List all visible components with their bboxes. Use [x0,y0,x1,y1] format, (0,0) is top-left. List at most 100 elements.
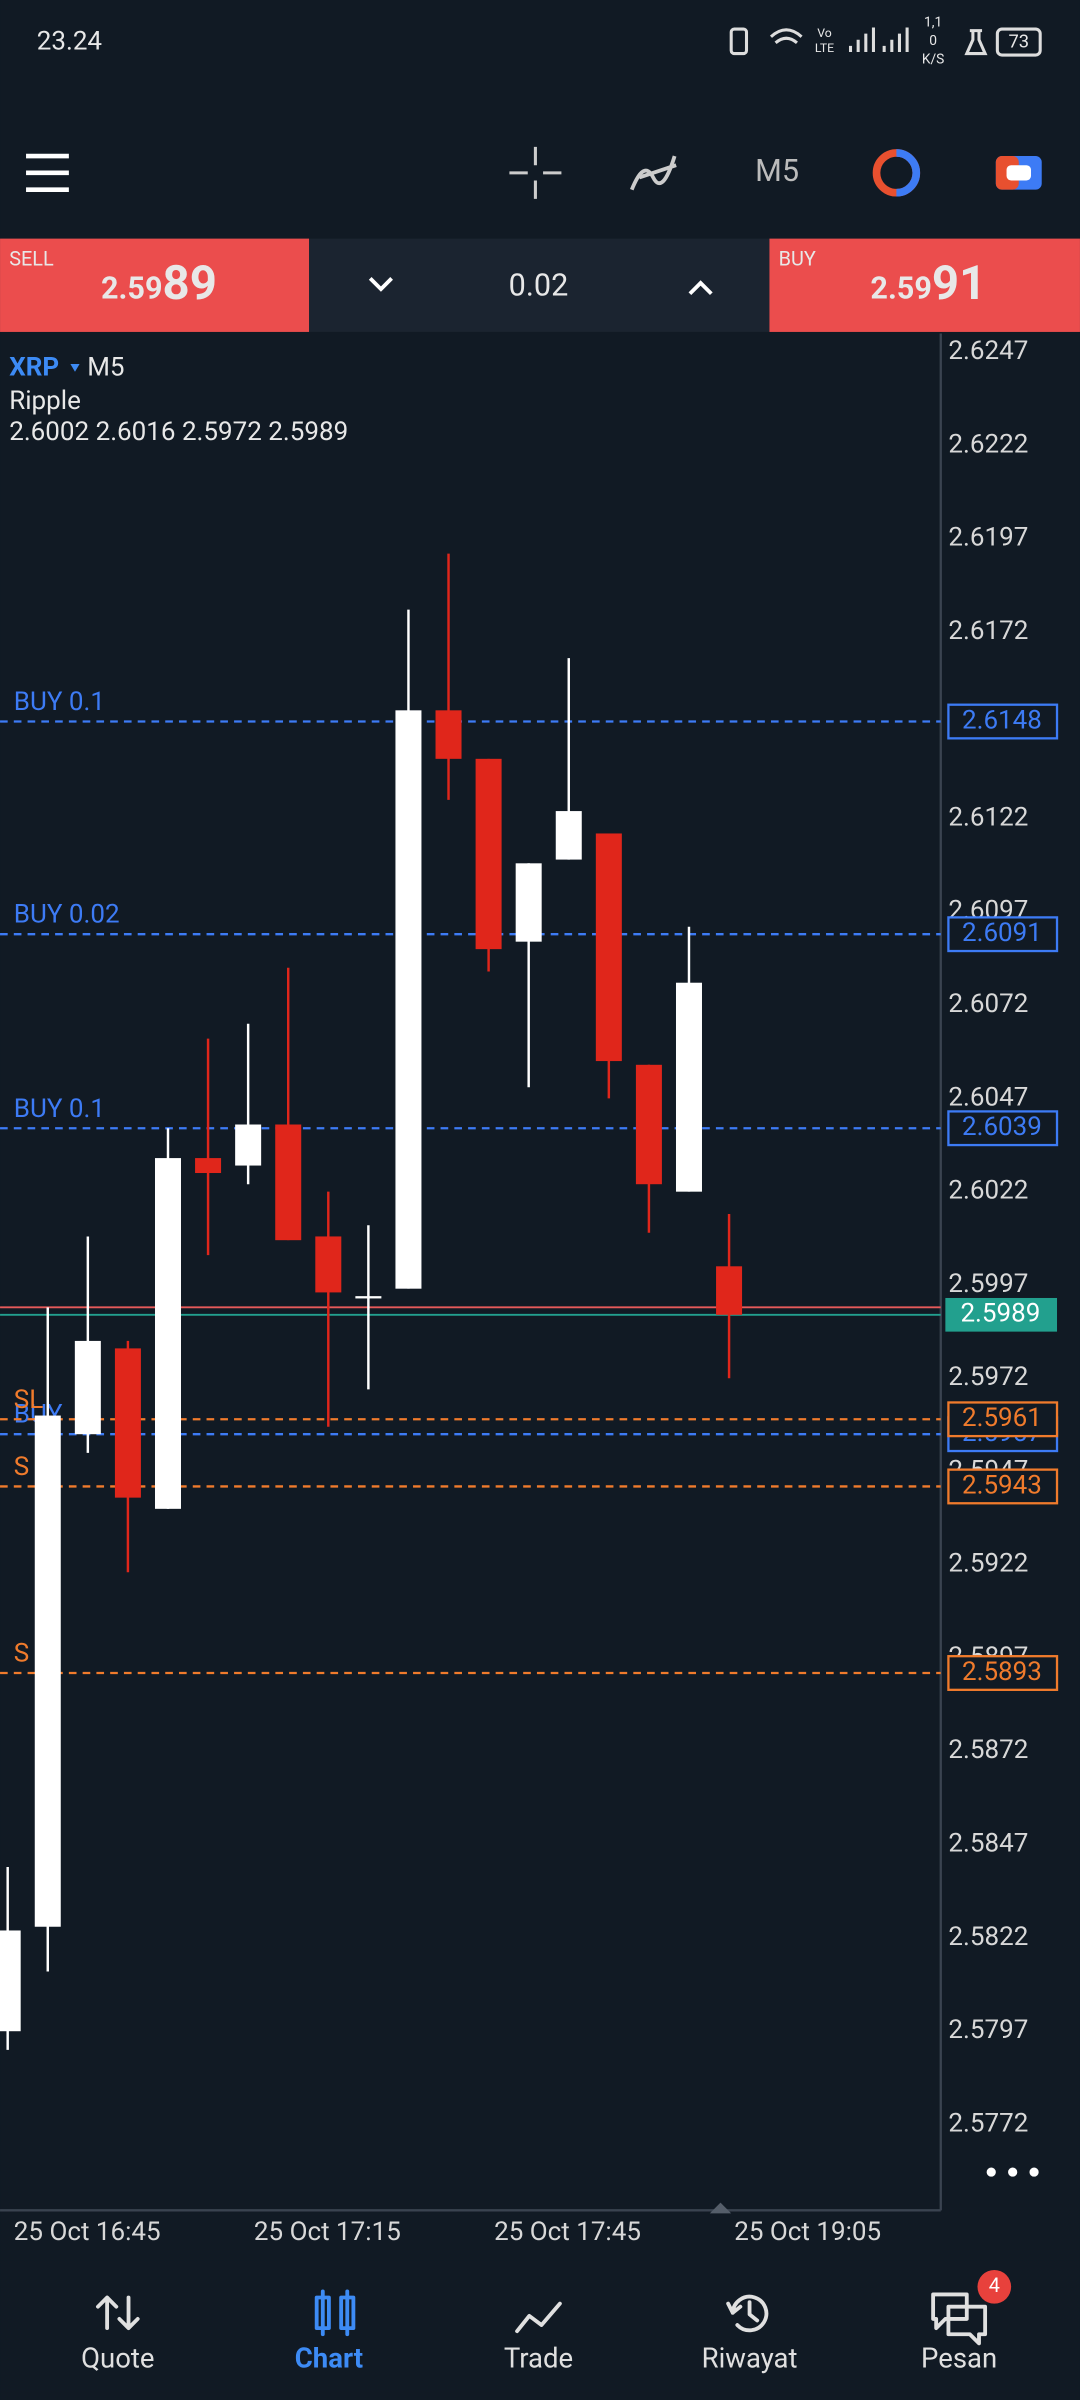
sell-price-small: 2.59 [101,272,163,307]
badge-count: 4 [989,2274,1000,2297]
level-label: BUY 0.1 [14,687,105,717]
battery-icon [995,27,1042,57]
candle-body [635,1064,662,1185]
nav-label: Pesan [921,2341,997,2374]
level-price: 2.6148 [962,705,1042,735]
lab-icon [964,29,988,56]
bid-price-box [945,1297,1058,1332]
nav-label: Chart [295,2341,363,2374]
badge [977,2269,1012,2304]
vibrate-icon [729,27,749,56]
level-price: 2.5893 [962,1657,1042,1687]
level-price-box [947,1655,1059,1691]
nav-icon [931,2292,988,2346]
y-tick-label: 2.5997 [948,1269,1028,1299]
nav-icon [726,2294,769,2333]
nav-item[interactable]: Pesan [921,2292,997,2374]
x-tick-label: 25 Oct 19:05 [734,2217,881,2247]
y-tick-label: 2.5922 [948,1549,1028,1579]
y-tick-label: 2.6047 [948,1082,1028,1112]
speed-value: 0 [929,33,937,49]
nav-item[interactable]: Chart [295,2289,363,2374]
x-tick-label: 25 Oct 17:45 [494,2217,641,2247]
candle-body [0,1930,21,2032]
symbol[interactable]: XRP [9,353,59,383]
candle-body [154,1158,181,1509]
y-tick-label: 2.6197 [948,523,1028,553]
candle-body [555,811,582,860]
candle-body [355,1296,382,1299]
y-tick-label: 2.5772 [948,2108,1028,2138]
candle-body [275,1124,302,1241]
nav-icon [96,2295,140,2331]
candle-body [74,1340,101,1435]
nav-label: Riwayat [702,2341,798,2374]
symbol-dropdown[interactable] [70,364,80,372]
nav-item[interactable]: Riwayat [702,2294,798,2375]
candle-body [114,1348,141,1498]
y-tick-label: 2.6222 [948,429,1028,459]
y-tick-label: 2.6072 [948,989,1028,1019]
one-click-trading-button[interactable] [995,156,1042,190]
nav-item[interactable]: Quote [81,2295,155,2375]
level-label: BUY 0.1 [14,1094,105,1124]
chart-timeframe: M5 [87,353,124,383]
crosshair-button[interactable] [509,146,562,199]
candle-body [595,833,622,1062]
level-price: 2.5943 [962,1470,1042,1500]
bid-price: 2.5989 [960,1299,1040,1329]
level-label: SL [14,1385,43,1415]
volume-value[interactable]: 0.02 [509,269,569,304]
ohlc-text: 2.6002 2.6016 2.5972 2.5989 [9,417,348,447]
buy-button[interactable]: BUY 2.5991 [769,238,1080,332]
level-price: 2.6091 [962,918,1042,948]
candle-body [195,1158,222,1174]
speed-unit: K/S [922,51,944,67]
y-tick-label: 2.5972 [948,1362,1028,1392]
sell-price: 2.5989 [101,255,217,311]
level-price-box [947,1401,1059,1438]
nav-item[interactable]: Trade [504,2301,573,2375]
nav-label: Quote [81,2341,154,2374]
y-tick-label: 2.5872 [948,1735,1028,1765]
volume-decrease[interactable] [368,277,393,292]
plot: 2.62472.62222.61972.61722.61222.60972.60… [0,336,1059,2247]
buy-label: BUY [779,247,816,270]
buy-price-big: 91 [932,255,986,311]
y-tick-label: 2.6022 [948,1176,1028,1206]
speed-value: 1,1 [924,15,942,31]
x-tick-label: 25 Oct 16:45 [14,2217,161,2247]
menu-button[interactable] [26,153,69,192]
trading-signals-button[interactable] [872,149,921,197]
candle-body [475,758,502,950]
candle-body [235,1124,262,1166]
symbol-description: Ripple [9,386,81,416]
level-label: S [14,1452,29,1482]
level-label: S [14,1639,29,1669]
timeframe-button[interactable]: M5 [755,154,799,189]
level-price: 2.6039 [962,1112,1042,1142]
scroll-marker[interactable] [709,2202,732,2214]
bottom-nav [0,2260,1080,2400]
more-button[interactable] [986,2167,1039,2177]
battery-level: 73 [1008,32,1029,53]
candle-body [34,1415,61,1927]
sell-button[interactable]: SELL 2.5989 [0,238,310,332]
y-tick-label: 2.6247 [948,336,1028,366]
buy-price: 2.5991 [870,255,986,311]
indicator-button[interactable] [630,155,677,191]
y-tick-label: 2.5797 [948,2015,1028,2045]
level-label: BUY 0.02 [14,900,120,930]
status-icons [729,27,1042,57]
candle-body [716,1266,743,1315]
nav-label: Trade [504,2341,573,2374]
sell-label: SELL [9,247,54,270]
level-price-box [947,916,1059,953]
volume-increase[interactable] [688,280,713,296]
x-tick-label: 25 Oct 17:15 [254,2217,401,2247]
candle-body [515,863,542,942]
